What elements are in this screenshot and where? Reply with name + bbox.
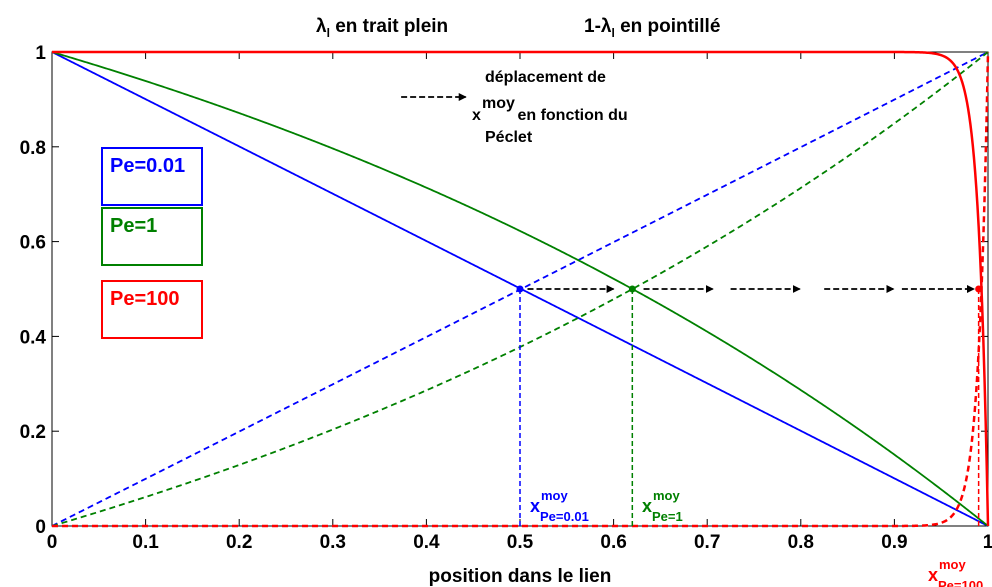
xmoy-guide-lines — [516, 285, 983, 526]
x-tick-label: 0.8 — [788, 532, 814, 553]
y-tick-label: 0.2 — [20, 422, 46, 443]
x-tick-label: 0 — [47, 532, 58, 553]
xmoy-label: x — [928, 565, 938, 585]
x-tick-label: 0.3 — [320, 532, 346, 553]
xmoy-sup: moy — [939, 557, 967, 572]
xmoy-sup: moy — [653, 488, 681, 503]
legend-box — [101, 147, 203, 206]
y-tick-label: 0.4 — [20, 327, 47, 348]
legend-label: Pe=0.01 — [110, 155, 185, 177]
x-tick-label: 0.5 — [507, 532, 534, 553]
series-line-pe-100-dashed — [52, 51, 990, 528]
legend-box — [101, 207, 203, 266]
x-axis-label: position dans le lien — [429, 566, 612, 587]
title-right: 1-λl en pointillé — [584, 16, 720, 40]
xmoy-sub: Pe=0.01 — [540, 509, 589, 524]
series-line-pe-100-solid — [52, 50, 990, 527]
y-tick-label: 0.6 — [20, 233, 46, 254]
y-tick-label: 0.8 — [20, 138, 46, 159]
x-tick-label: 1 — [983, 532, 992, 553]
y-tick-label: 0 — [35, 517, 46, 538]
series-line-pe-1-solid — [51, 51, 989, 527]
intersection-point — [975, 285, 983, 293]
title-left: λl en trait plein — [316, 16, 448, 40]
axis-ticks: 0 0.1 0.2 0.3 0.4 0.5 0.6 0.7 0.8 0.9 1 0 0.2 0.4 0.6 0… — [20, 43, 992, 553]
xmoy-sub: Pe=100 — [938, 578, 983, 587]
legend: Pe=0.01 Pe=1 Pe=100 — [101, 147, 203, 339]
xmoy-sub: Pe=1 — [652, 509, 683, 524]
y-tick-label: 1 — [35, 43, 46, 64]
legend-box — [101, 280, 203, 339]
displacement-arrows — [401, 93, 975, 293]
xmoy-label: x — [530, 496, 540, 516]
x-tick-label: 0.1 — [132, 532, 159, 553]
x-tick-label: 0.9 — [881, 532, 907, 553]
xmoy-sup: moy — [541, 488, 569, 503]
note-sup: moy — [482, 95, 515, 112]
intersection-point — [628, 285, 636, 293]
chart-title: λl en trait plein 1-λl en pointillé — [316, 16, 720, 40]
x-tick-label: 0.4 — [413, 532, 440, 553]
x-tick-label: 0.2 — [226, 532, 252, 553]
legend-label: Pe=100 — [110, 288, 180, 310]
note-line-3: Péclet — [485, 129, 533, 146]
legend-label: Pe=1 — [110, 215, 157, 237]
x-tick-label: 0.7 — [694, 532, 720, 553]
x-tick-label: 0.6 — [600, 532, 626, 553]
note-line-2: x en fonction du — [472, 107, 628, 124]
xmoy-label: x — [642, 496, 652, 516]
note-line-1: déplacement de — [485, 69, 606, 86]
intersection-point — [516, 285, 524, 293]
